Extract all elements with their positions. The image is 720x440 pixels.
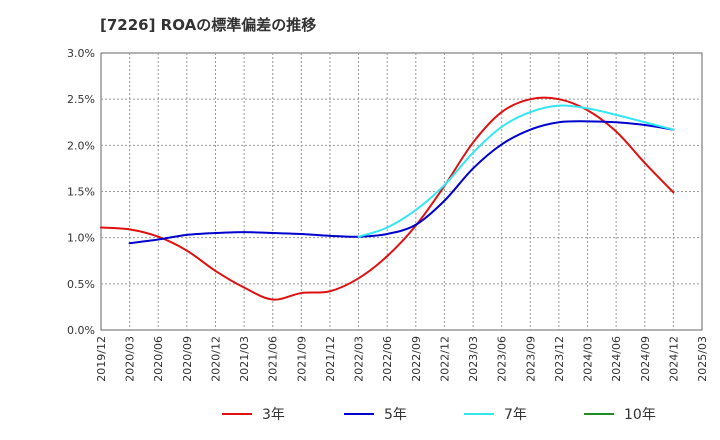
x-tick-label: 2021/03 <box>238 336 251 382</box>
x-tick-label: 2022/06 <box>381 336 394 382</box>
x-tick-label: 2019/12 <box>95 336 108 382</box>
x-tick-label: 2024/12 <box>667 336 680 382</box>
x-tick-label: 2021/09 <box>295 336 308 382</box>
y-tick-label: 1.5% <box>67 186 95 199</box>
legend-label: 10年 <box>624 407 656 423</box>
grid <box>101 53 702 330</box>
y-tick-label: 1.0% <box>67 232 95 245</box>
y-axis: 0.0% 0.5% 1.0% 1.5% 2.0% 2.5% 3.0% <box>67 47 95 337</box>
chart-title: [7226] ROAの標準偏差の推移 <box>100 16 316 34</box>
x-tick-label: 2023/12 <box>553 336 566 382</box>
x-tick-label: 2024/03 <box>582 336 595 382</box>
legend-label: 5年 <box>384 407 407 423</box>
series-lines <box>100 96 675 301</box>
x-axis: 2019/12 2020/03 2020/06 2020/09 2020/12 2021/… <box>95 336 709 382</box>
x-tick-label: 2022/03 <box>353 336 366 382</box>
legend-label: 3年 <box>262 407 285 423</box>
x-tick-label: 2022/09 <box>410 336 423 382</box>
x-tick-label: 2025/03 <box>696 336 709 382</box>
series-line-1 <box>100 96 675 301</box>
x-tick-label: 2024/09 <box>639 336 652 382</box>
x-tick-label: 2022/12 <box>438 336 451 382</box>
x-tick-label: 2024/06 <box>610 336 623 382</box>
x-tick-label: 2021/06 <box>267 336 280 382</box>
x-tick-label: 2023/06 <box>496 336 509 382</box>
x-tick-label: 2023/03 <box>467 336 480 382</box>
y-tick-label: 3.0% <box>67 47 95 60</box>
x-tick-label: 2023/09 <box>524 336 537 382</box>
series-line-3 <box>357 104 675 238</box>
series-line-2 <box>128 120 675 245</box>
x-tick-label: 2020/12 <box>209 336 222 382</box>
x-tick-label: 2020/03 <box>124 336 137 382</box>
x-tick-label: 2020/09 <box>181 336 194 382</box>
y-tick-label: 0.5% <box>67 278 95 291</box>
y-tick-label: 2.5% <box>67 93 95 106</box>
legend-label: 7年 <box>504 407 527 423</box>
y-tick-label: 2.0% <box>67 139 95 152</box>
y-tick-label: 0.0% <box>67 324 95 337</box>
x-tick-label: 2020/06 <box>152 336 165 382</box>
x-tick-label: 2021/12 <box>324 336 337 382</box>
legend: 3年 5年 7年 10年 <box>222 407 656 423</box>
